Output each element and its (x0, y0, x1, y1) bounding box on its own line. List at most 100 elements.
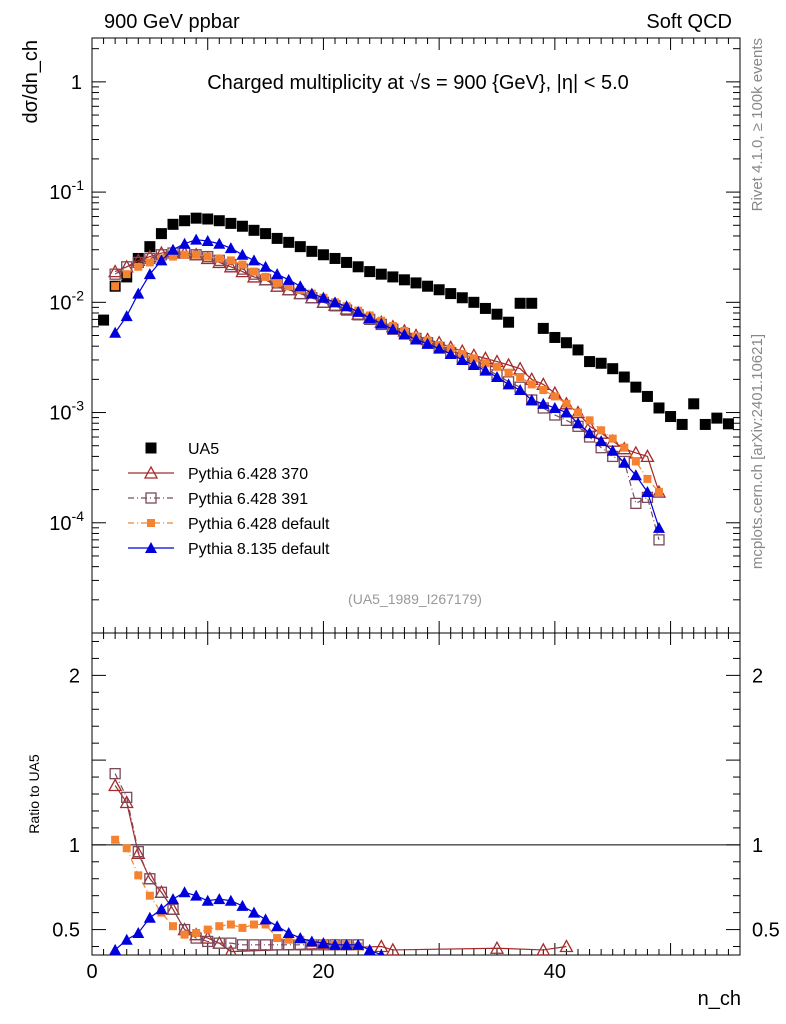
ratio-point (386, 942, 400, 955)
data-point (273, 278, 282, 287)
data-point (259, 260, 272, 272)
ratio-line (114, 785, 567, 953)
ratio-point (180, 930, 189, 939)
mcplots-label: mcplots.cern.ch [arXiv:2401.10621] (749, 334, 766, 569)
data-point (282, 273, 295, 285)
data-point (201, 234, 214, 246)
ratio-point (143, 911, 156, 923)
ratio-point (378, 949, 385, 955)
data-point (375, 317, 388, 329)
data-point (572, 417, 584, 429)
data-point (364, 266, 376, 278)
data-point (155, 228, 167, 240)
ratio-point (317, 937, 330, 949)
ratio-point (155, 886, 168, 898)
ratio-plot-frame (91, 632, 741, 956)
ratio-point (200, 930, 215, 944)
y-tick-label: 10-4 (49, 508, 84, 535)
data-point (595, 435, 608, 447)
data-point (618, 371, 630, 383)
ratio-series-3 (109, 886, 385, 955)
data-point (132, 287, 145, 299)
ratio-point (213, 893, 226, 905)
data-point (190, 212, 202, 224)
ratio-point (190, 889, 203, 901)
x-axis-label: n_ch (698, 988, 741, 1010)
ratio-point (224, 944, 237, 955)
data-point (481, 359, 490, 368)
ratio-tick-label-right: 2 (752, 665, 763, 687)
legend-label: Pythia 8.135 default (188, 541, 330, 558)
ratio-point (236, 939, 249, 951)
data-point (225, 217, 237, 229)
data-point (192, 250, 201, 259)
ratio-point (131, 845, 146, 859)
ratio-point (226, 920, 235, 929)
ratio-point (203, 925, 212, 934)
ratio-point (294, 932, 307, 944)
data-point (504, 368, 513, 377)
data-point (386, 323, 399, 335)
data-point (711, 412, 723, 424)
data-point (398, 328, 411, 340)
data-point (178, 237, 191, 249)
ratio-point (250, 920, 258, 929)
data-point (653, 521, 665, 533)
data-point (643, 474, 652, 483)
data-point (294, 241, 306, 253)
data-point (352, 305, 365, 317)
chart-title: Charged multiplicity at √s = 900 {GeV}, … (207, 72, 629, 94)
data-point (549, 331, 561, 343)
data-point (122, 270, 131, 279)
data-point (525, 393, 538, 405)
header-right: Soft QCD (646, 11, 732, 33)
data-point (631, 457, 640, 466)
header-left: 900 GeV ppbar (104, 11, 240, 33)
data-point (213, 215, 225, 227)
data-point (167, 218, 179, 230)
ratio-point (202, 935, 214, 948)
data-point (572, 344, 584, 356)
legend-entry: Pythia 6.428 default (128, 516, 330, 533)
ratio-series-inner (108, 768, 574, 955)
y-axis-label: dσ/dn_ch (20, 40, 42, 124)
data-point (560, 406, 573, 418)
ratio-point (238, 923, 247, 932)
data-point (190, 249, 202, 261)
data-point (676, 418, 688, 430)
data-point (180, 250, 189, 259)
data-point (179, 215, 191, 227)
data-point (329, 296, 341, 308)
data-point (398, 274, 410, 286)
data-point (387, 271, 399, 283)
data-point (539, 386, 548, 395)
data-point (260, 228, 272, 240)
data-point (469, 354, 478, 363)
data-point (640, 449, 655, 463)
ratio-point (167, 903, 179, 915)
data-point (203, 252, 212, 261)
data-point (493, 362, 501, 371)
data-point (145, 258, 154, 267)
series-4 (109, 233, 665, 533)
data-point (305, 287, 318, 299)
ratio-point (248, 906, 260, 918)
ratio-point (215, 922, 224, 931)
data-point (514, 297, 526, 309)
ratio-point (109, 943, 122, 955)
data-point (271, 232, 283, 244)
data-point (597, 426, 606, 435)
data-point (410, 277, 422, 289)
ratio-point (559, 939, 574, 953)
legend-entry: Pythia 6.428 370 (128, 465, 308, 483)
data-point (641, 390, 653, 402)
ratio-point (536, 942, 551, 955)
legend-entry: Pythia 6.428 391 (128, 491, 308, 508)
ratio-point (169, 922, 177, 931)
legend-marker (145, 542, 157, 553)
data-point (514, 384, 527, 396)
data-point (653, 534, 665, 546)
ratio-point (134, 871, 143, 880)
ratio-point (213, 937, 225, 949)
